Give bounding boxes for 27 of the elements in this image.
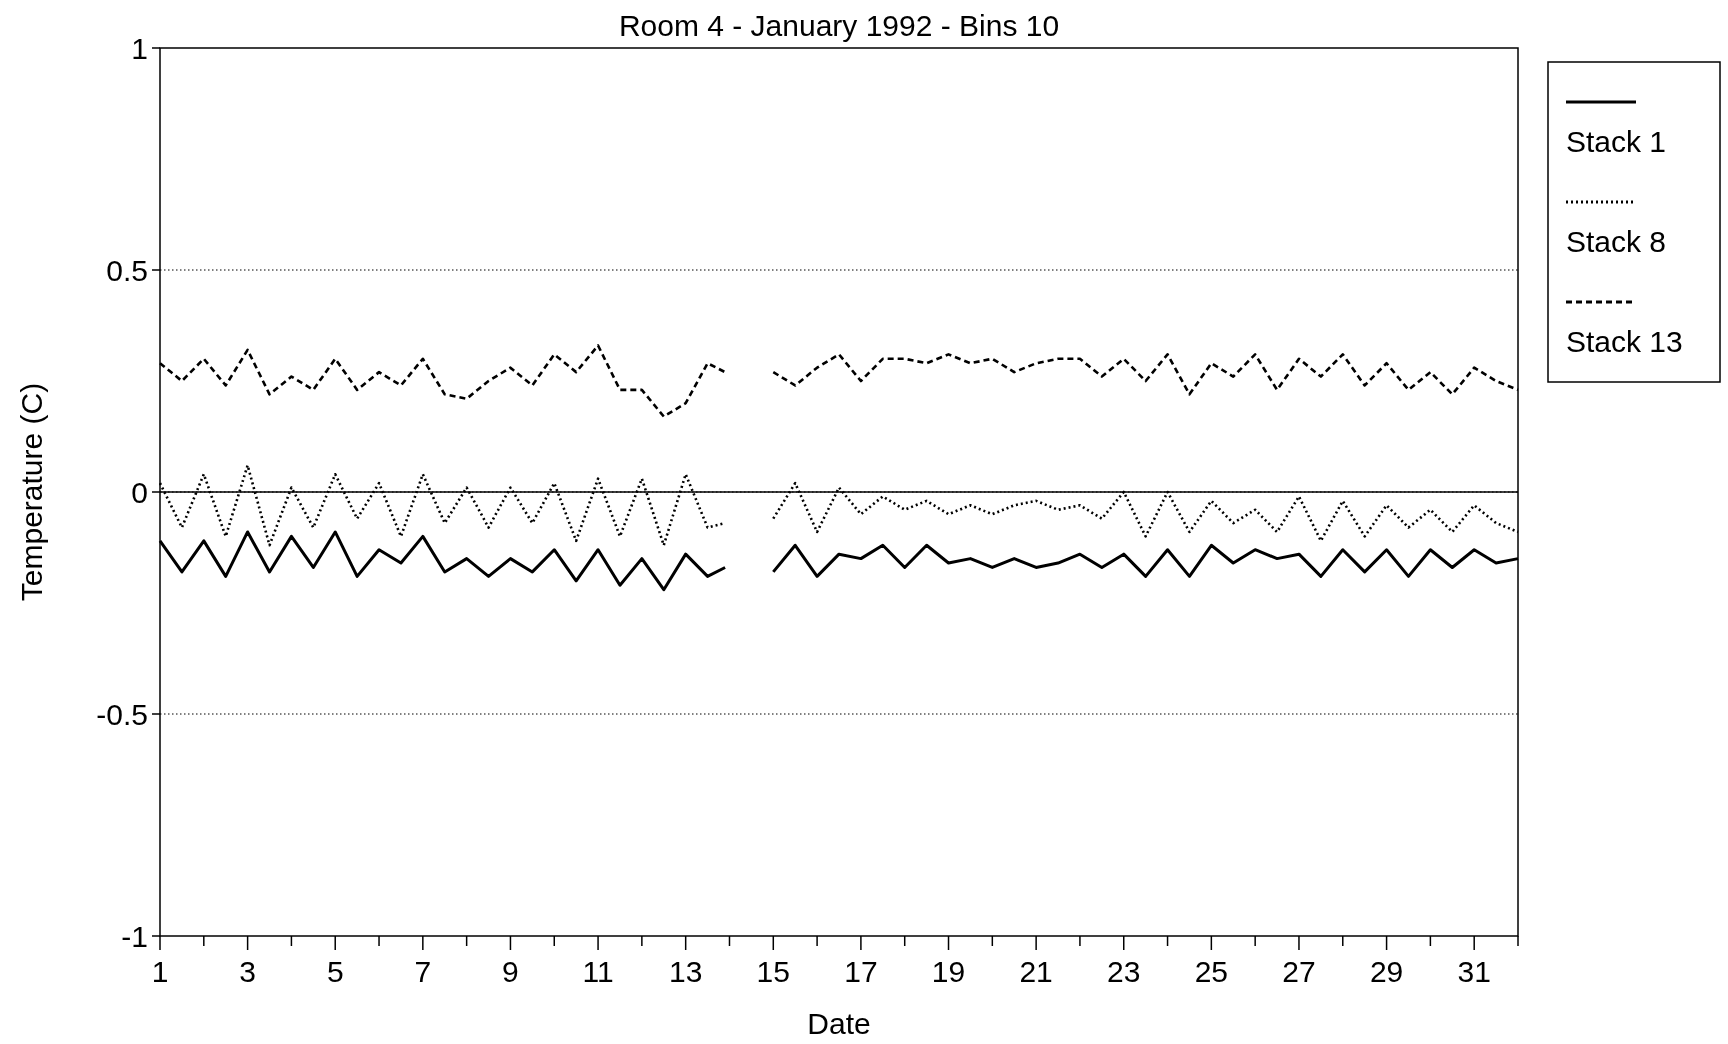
x-tick-label: 27	[1282, 955, 1316, 988]
y-tick-label: -0.5	[96, 697, 148, 731]
y-tick-label: 1	[131, 31, 148, 65]
x-tick-label: 17	[844, 955, 878, 988]
y-tick-label: 0.5	[106, 253, 148, 287]
x-tick-label: 23	[1107, 955, 1141, 988]
x-tick-label: 11	[582, 955, 614, 988]
legend-label: Stack 8	[1566, 225, 1667, 258]
y-tick-label: 0	[131, 475, 148, 509]
x-tick-label: 13	[668, 955, 703, 988]
legend-label: Stack 1	[1566, 125, 1667, 158]
y-tick-label: -1	[121, 919, 148, 953]
x-tick-label: 19	[931, 955, 966, 988]
x-axis-title: Date	[807, 1007, 871, 1040]
legend-label: Stack 13	[1566, 325, 1683, 358]
x-tick-label: 29	[1369, 955, 1404, 988]
x-tick-label: 7	[414, 955, 432, 988]
x-tick-label: 31	[1457, 955, 1491, 988]
x-tick-label: 5	[326, 955, 344, 988]
x-tick-label: 3	[239, 955, 256, 988]
x-tick-label: 25	[1194, 955, 1229, 988]
x-tick-label: 9	[502, 955, 519, 988]
x-tick-label: 15	[756, 955, 790, 988]
y-axis-title: Temperature (C)	[15, 382, 48, 602]
x-tick-label: 21	[1019, 955, 1053, 988]
chart-title: Room 4 - January 1992 - Bins 10	[618, 9, 1060, 42]
x-tick-label: 1	[151, 955, 169, 988]
